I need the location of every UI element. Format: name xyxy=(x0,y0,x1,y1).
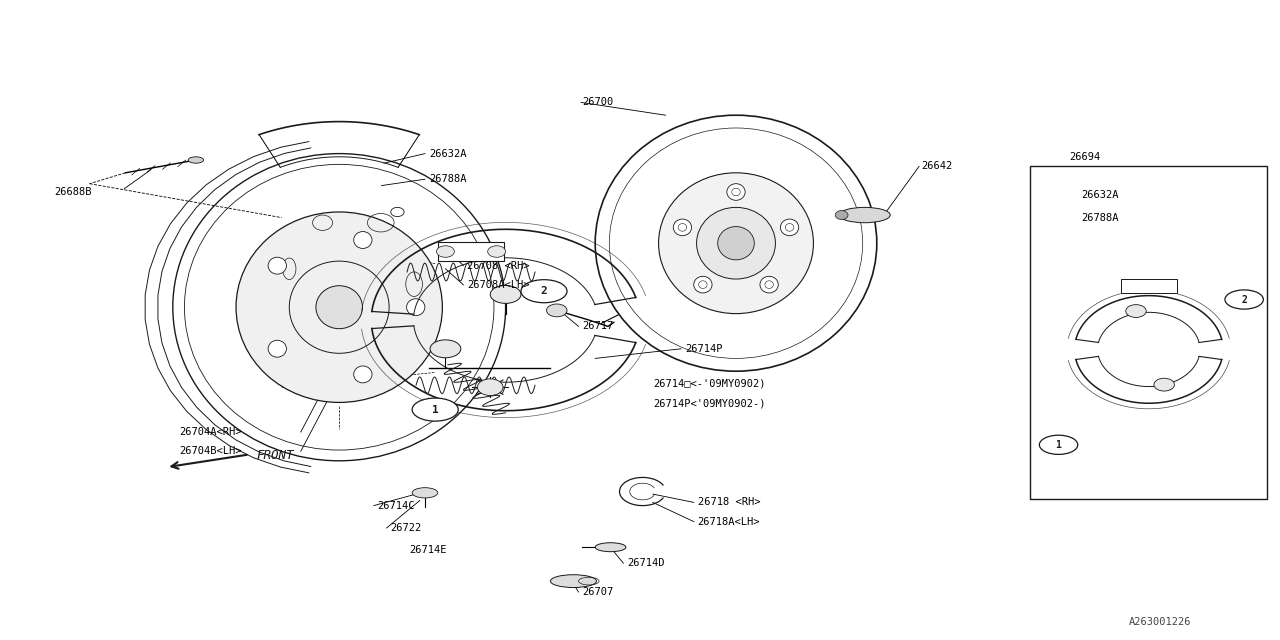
Text: 26707: 26707 xyxy=(582,587,613,597)
Bar xyxy=(438,242,504,261)
Circle shape xyxy=(1039,435,1078,454)
Text: 26708 <RH>: 26708 <RH> xyxy=(467,260,530,271)
Bar xyxy=(1121,279,1178,293)
Ellipse shape xyxy=(595,115,877,371)
Text: 26708A<LH>: 26708A<LH> xyxy=(467,280,530,290)
Bar xyxy=(1030,166,1267,499)
Text: 2: 2 xyxy=(540,286,548,296)
Ellipse shape xyxy=(412,488,438,498)
Ellipse shape xyxy=(673,219,691,236)
Ellipse shape xyxy=(268,257,287,274)
Ellipse shape xyxy=(188,157,204,163)
Ellipse shape xyxy=(696,207,776,279)
Text: 26714P: 26714P xyxy=(685,344,722,354)
Text: 26718 <RH>: 26718 <RH> xyxy=(698,497,760,508)
Ellipse shape xyxy=(173,154,506,461)
Text: 26714□<-'09MY0902): 26714□<-'09MY0902) xyxy=(653,379,765,389)
Ellipse shape xyxy=(268,340,287,357)
Ellipse shape xyxy=(760,276,778,293)
Ellipse shape xyxy=(477,379,503,396)
Text: 26642: 26642 xyxy=(922,161,952,172)
Text: 26704A<RH>: 26704A<RH> xyxy=(179,427,242,437)
Ellipse shape xyxy=(595,543,626,552)
Text: 26700: 26700 xyxy=(582,97,613,108)
Text: 1: 1 xyxy=(431,404,439,415)
Ellipse shape xyxy=(353,366,372,383)
Ellipse shape xyxy=(488,246,506,257)
Text: 26714P<'09MY0902-): 26714P<'09MY0902-) xyxy=(653,398,765,408)
Text: 26632A: 26632A xyxy=(1082,190,1119,200)
Text: 26714E: 26714E xyxy=(410,545,447,556)
Ellipse shape xyxy=(550,575,596,588)
Text: 26714D: 26714D xyxy=(627,558,664,568)
Text: 26722: 26722 xyxy=(390,523,421,533)
Ellipse shape xyxy=(490,285,521,303)
Text: 26704B<LH>: 26704B<LH> xyxy=(179,446,242,456)
Ellipse shape xyxy=(547,304,567,317)
Ellipse shape xyxy=(436,246,454,257)
Ellipse shape xyxy=(316,285,362,329)
Circle shape xyxy=(521,280,567,303)
Ellipse shape xyxy=(694,276,712,293)
Text: 26788A: 26788A xyxy=(1082,212,1119,223)
Ellipse shape xyxy=(430,340,461,358)
Text: FRONT: FRONT xyxy=(256,449,293,462)
Text: 2: 2 xyxy=(1242,294,1247,305)
Text: 26788A: 26788A xyxy=(429,174,466,184)
Text: 26718A<LH>: 26718A<LH> xyxy=(698,516,760,527)
Ellipse shape xyxy=(718,227,754,260)
Text: 26688B: 26688B xyxy=(54,187,91,197)
Ellipse shape xyxy=(353,232,372,248)
Ellipse shape xyxy=(407,299,425,316)
Ellipse shape xyxy=(1126,305,1147,317)
Text: A263001226: A263001226 xyxy=(1129,617,1192,627)
Text: 1: 1 xyxy=(1056,440,1061,450)
Ellipse shape xyxy=(781,219,799,236)
Circle shape xyxy=(1225,290,1263,309)
Ellipse shape xyxy=(658,173,814,314)
Circle shape xyxy=(412,398,458,421)
Text: 26694: 26694 xyxy=(1069,152,1100,162)
Text: 26714C: 26714C xyxy=(378,500,415,511)
Text: 26717: 26717 xyxy=(582,321,613,332)
Ellipse shape xyxy=(236,212,443,403)
Ellipse shape xyxy=(840,207,891,223)
Text: 26632A: 26632A xyxy=(429,148,466,159)
Ellipse shape xyxy=(727,184,745,200)
Ellipse shape xyxy=(1155,378,1175,391)
Ellipse shape xyxy=(390,207,404,216)
Ellipse shape xyxy=(835,211,847,220)
